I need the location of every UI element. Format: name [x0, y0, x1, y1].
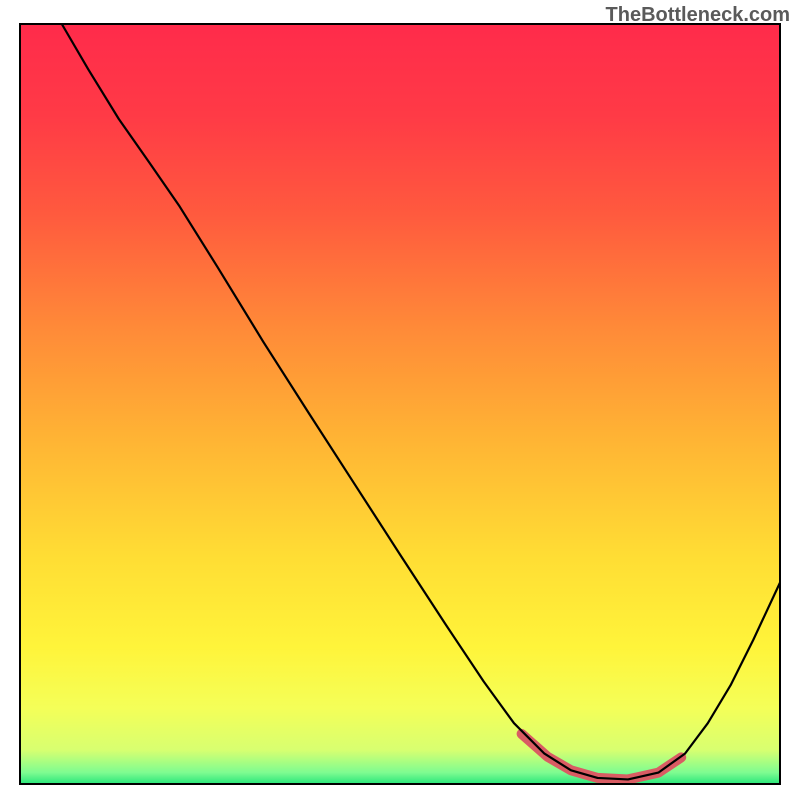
bottleneck-chart — [0, 0, 800, 800]
gradient-background — [20, 24, 780, 784]
chart-container: TheBottleneck.com — [0, 0, 800, 800]
watermark-text: TheBottleneck.com — [606, 4, 790, 27]
